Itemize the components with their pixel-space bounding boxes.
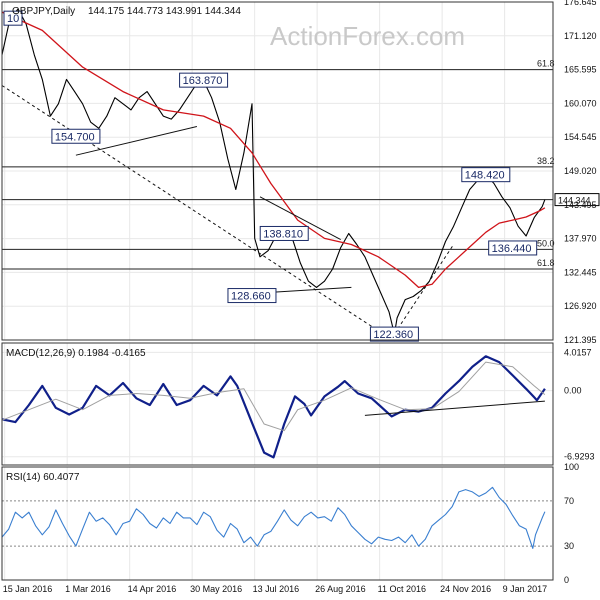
annotation-layer: 144.344 163.870 154.700 148.420 138.810 136.4… bbox=[3, 10, 600, 342]
macd-y-tick: 0.00 bbox=[564, 386, 582, 396]
signal-series-line bbox=[1, 361, 546, 432]
price-y-tick: 143.495 bbox=[564, 200, 597, 210]
macd-title: MACD(12,26,9) 0.1984 -0.4165 bbox=[6, 348, 146, 359]
rsi-y-tick: 30 bbox=[564, 541, 574, 551]
price-callout-label: 122.360 bbox=[373, 329, 413, 341]
rsi-title: RSI(14) 60.4077 bbox=[6, 472, 80, 483]
header-instrument: GBPJPY,Daily bbox=[12, 6, 75, 17]
x-tick-label: 13 Jul 2016 bbox=[253, 584, 300, 594]
price-y-tick: 171.120 bbox=[564, 31, 597, 41]
price-y-tick: 154.545 bbox=[564, 132, 597, 142]
x-tick-label: 15 Jan 2016 bbox=[3, 584, 53, 594]
price-callout-label: 10 bbox=[7, 13, 19, 25]
price-callout-label: 136.440 bbox=[492, 243, 532, 255]
price-callout-box bbox=[51, 128, 101, 144]
macd-series-line bbox=[1, 355, 546, 459]
fib-level-label: 61.8 bbox=[537, 258, 555, 268]
x-tick-label: 24 Nov 2016 bbox=[440, 584, 491, 594]
rsi-y-tick: 100 bbox=[564, 462, 579, 472]
last-price-label: 144.344 bbox=[558, 196, 591, 206]
price-panel-frame bbox=[1, 1, 554, 341]
price-y-tick: 176.645 bbox=[564, 0, 597, 7]
price-callout-box bbox=[259, 225, 309, 241]
fib-level-label: 38.2 bbox=[537, 156, 555, 166]
x-tick-label: 9 Jan 2017 bbox=[503, 584, 548, 594]
rsi-panel-frame bbox=[1, 466, 554, 581]
rsi-y-tick: 70 bbox=[564, 496, 574, 506]
price-y-tick: 126.920 bbox=[564, 301, 597, 311]
last-price-box bbox=[554, 193, 600, 207]
price-callout-box bbox=[3, 10, 23, 26]
downtrend-line bbox=[1, 85, 395, 342]
price-callout-label: 148.420 bbox=[465, 170, 505, 182]
watermark: ActionForex.com bbox=[270, 21, 465, 51]
price-y-tick: 165.595 bbox=[564, 65, 597, 75]
price-y-tick: 121.395 bbox=[564, 335, 597, 345]
frame-layer bbox=[1, 1, 554, 581]
sma-series-line bbox=[1, 11, 546, 289]
price-callout-label: 138.810 bbox=[263, 228, 303, 240]
price-callout-box bbox=[179, 72, 229, 88]
price-callout-label: 163.870 bbox=[183, 75, 223, 87]
axis-layer: 15 Jan 2016 1 Mar 2016 14 Apr 2016 30 May 2… bbox=[3, 0, 597, 594]
x-tick-label: 11 Oct 2016 bbox=[378, 584, 426, 594]
macd-y-tick: -6.9293 bbox=[564, 452, 595, 462]
macd-panel-frame bbox=[1, 342, 554, 466]
price-y-tick: 160.070 bbox=[564, 98, 597, 108]
fib-level-label: 50.0 bbox=[537, 238, 555, 248]
x-tick-label: 14 Apr 2016 bbox=[128, 584, 177, 594]
fib-level-label: 61.8 bbox=[537, 59, 555, 69]
macd-y-tick: 4.0157 bbox=[564, 347, 592, 357]
price-callout-box bbox=[488, 240, 538, 256]
x-tick-label: 26 Aug 2016 bbox=[315, 584, 366, 594]
price-callout-label: 154.700 bbox=[55, 131, 95, 143]
x-tick-label: 1 Mar 2016 bbox=[65, 584, 111, 594]
support-trendline bbox=[75, 126, 198, 156]
rsi-y-tick: 0 bbox=[564, 575, 569, 585]
x-tick-label: 30 May 2016 bbox=[190, 584, 242, 594]
price-y-tick: 137.970 bbox=[564, 234, 597, 244]
series-layer bbox=[1, 8, 546, 549]
resistance-trendline bbox=[259, 196, 341, 241]
price-y-tick: 149.020 bbox=[564, 166, 597, 176]
price-y-tick: 132.445 bbox=[564, 267, 597, 277]
price-callout-box bbox=[227, 288, 277, 304]
level-layer: 61.8 38.2 50.0 61.8 bbox=[2, 59, 555, 547]
rsi-series-line bbox=[1, 486, 546, 549]
macd-trendline bbox=[364, 400, 545, 416]
header-ohlc: 144.175 144.773 143.991 144.344 bbox=[88, 6, 241, 17]
price-callout-label: 128.660 bbox=[231, 291, 271, 303]
price-callout-box bbox=[461, 167, 511, 183]
price-callout-box bbox=[369, 326, 419, 342]
